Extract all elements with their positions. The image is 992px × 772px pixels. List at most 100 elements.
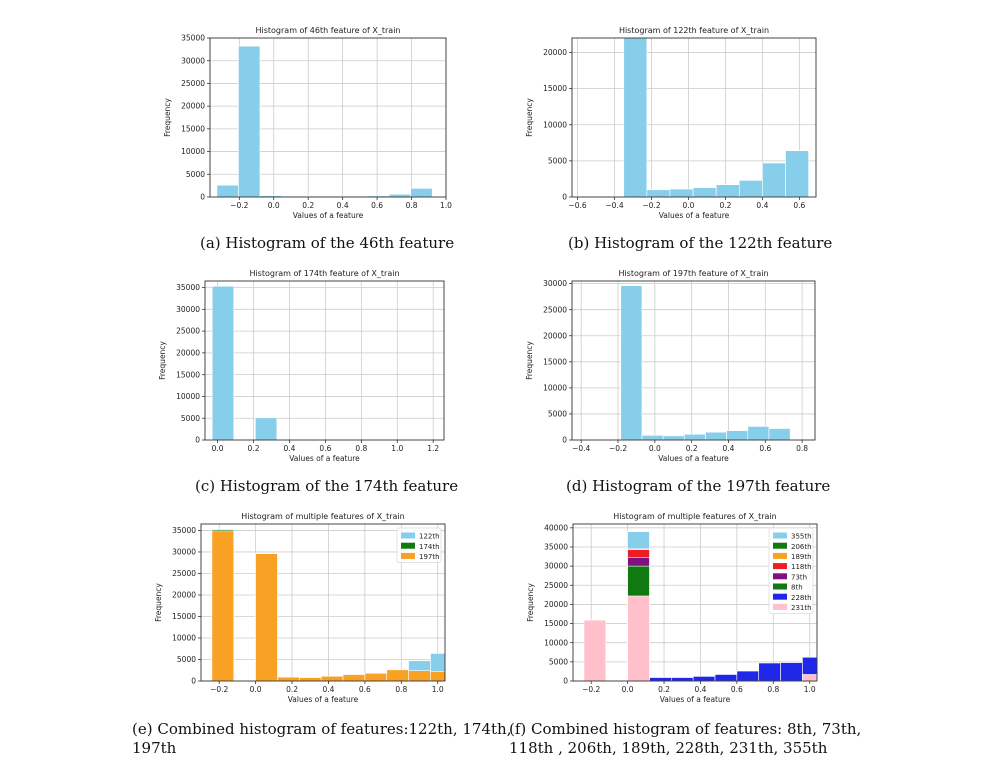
bar [386, 669, 409, 681]
y-axis-label: Frequency [158, 341, 167, 380]
x-tick-label: 0.2 [658, 685, 670, 694]
bar [683, 433, 706, 440]
legend-swatch [401, 552, 415, 559]
y-tick-label: 30000 [176, 305, 200, 314]
legend-label: 73th [791, 573, 807, 581]
bar [238, 45, 261, 197]
x-tick-label: 1.0 [804, 685, 816, 694]
legend-swatch [401, 532, 415, 539]
chart-e: −0.2 0.0 0.2 0.4 0.6 0.8 1.0 0 5000 10000 15000 200… [154, 512, 446, 704]
y-tick-label: 0 [195, 436, 200, 445]
x-tick-label: 0.0 [250, 685, 262, 694]
caption-e-line1: (e) Combined histogram of features:122th… [132, 720, 512, 738]
chart-title: Histogram of 197th feature of X_train [618, 269, 768, 278]
bar [646, 189, 671, 197]
bar [692, 676, 716, 681]
y-tick-label: 25000 [176, 327, 200, 336]
y-tick-label: 20000 [543, 48, 567, 57]
bar [410, 188, 433, 197]
bar [747, 426, 770, 440]
chart-f: −0.2 0.0 0.2 0.4 0.6 0.8 1.0 0 5000 10000 15000 200… [526, 512, 818, 704]
plot-frame [209, 37, 447, 198]
bar [758, 662, 781, 681]
chart-title: Histogram of 46th feature of X_train [255, 26, 400, 35]
bar [255, 553, 278, 681]
bar [620, 285, 643, 440]
y-tick-label: 10000 [543, 120, 567, 129]
x-tick-label: 0.2 [686, 444, 698, 453]
x-tick-label: 0.0 [212, 444, 224, 453]
chart-title: Histogram of 122th feature of X_train [619, 26, 769, 35]
legend-box [768, 527, 814, 614]
y-tick-label: 15000 [172, 612, 196, 621]
x-axis-label: Values of a feature [288, 695, 359, 704]
y-tick-label: 35000 [181, 34, 205, 43]
y-tick-label: 10000 [543, 383, 567, 392]
y-tick-label: 40000 [544, 523, 568, 532]
legend-label: 206th [791, 543, 812, 551]
x-tick-label: −0.4 [605, 201, 623, 210]
x-tick-label: 0.0 [268, 201, 280, 210]
x-tick-label: −0.4 [572, 444, 590, 453]
plot-frame [204, 280, 445, 441]
y-tick-label: 5000 [181, 414, 200, 423]
legend-swatch [773, 542, 787, 549]
x-tick-label: 0.6 [759, 444, 771, 453]
y-tick-label: 15000 [544, 619, 568, 628]
y-axis-label: Frequency [526, 583, 535, 622]
chart-title: Histogram of 174th feature of X_train [249, 269, 399, 278]
bar [802, 674, 817, 681]
x-tick-label: 0.4 [337, 201, 349, 210]
plot-frame [200, 523, 446, 682]
legend: 355th 206th 189th 118th 73th 8th 228th 231th [768, 527, 814, 614]
plot-frame [572, 523, 818, 682]
legend-swatch [773, 552, 787, 559]
y-tick-label: 35000 [176, 283, 200, 292]
x-tick-label: −0.6 [568, 201, 586, 210]
bar [211, 285, 235, 440]
bar [627, 595, 650, 681]
bar [785, 150, 809, 197]
bar [216, 184, 239, 197]
y-tick-label: 5000 [549, 657, 568, 666]
bar [671, 677, 694, 681]
x-axis-label: Values of a feature [660, 695, 731, 704]
x-tick-label: 1.0 [440, 201, 452, 210]
y-tick-label: 25000 [543, 305, 567, 314]
y-tick-label: 25000 [544, 581, 568, 590]
caption-f-line2: 118th , 206th, 189th, 228th, 231th, 355t… [509, 739, 828, 757]
caption-e-line2: 197th [132, 739, 177, 757]
x-tick-label: 0.2 [286, 685, 298, 694]
y-tick-label: 5000 [177, 655, 196, 664]
legend: 122th 174th 197th [396, 527, 442, 563]
bar [738, 180, 763, 197]
bar [715, 184, 740, 197]
caption-c: (c) Histogram of the 174th feature [195, 477, 459, 495]
bar [780, 662, 803, 681]
legend-label: 122th [419, 533, 440, 541]
legend-swatch [773, 583, 787, 590]
legend-label: 231th [791, 604, 812, 612]
x-axis-label: Values of a feature [658, 454, 729, 463]
bar [662, 435, 685, 440]
legend-swatch [773, 603, 787, 610]
bars-b [577, 38, 809, 197]
legend-label: 189th [791, 553, 812, 561]
bar [211, 530, 235, 681]
x-tick-label: 1.2 [427, 444, 439, 453]
plot-frame [571, 280, 816, 441]
bar [277, 676, 300, 681]
legend-label: 118th [791, 563, 812, 571]
y-axis-label: Frequency [525, 98, 534, 137]
y-tick-label: 35000 [172, 526, 196, 535]
x-tick-label: 0.2 [719, 201, 731, 210]
y-tick-label: 15000 [543, 84, 567, 93]
x-tick-label: 0.8 [767, 685, 779, 694]
legend-swatch [773, 593, 787, 600]
plot-frame [571, 37, 817, 198]
bar [726, 430, 749, 440]
bars-c [211, 285, 278, 440]
x-tick-label: 0.8 [796, 444, 808, 453]
bars-f [583, 531, 817, 681]
caption-b: (b) Histogram of the 122th feature [568, 234, 833, 252]
